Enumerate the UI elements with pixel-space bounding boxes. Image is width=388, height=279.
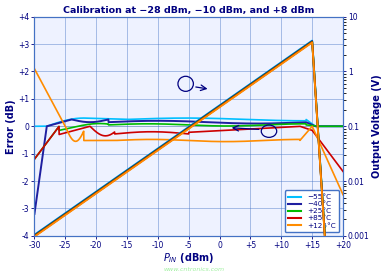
- X-axis label: $P_{IN}$ (dBm): $P_{IN}$ (dBm): [163, 251, 215, 265]
- Y-axis label: Output Voltage (V): Output Voltage (V): [372, 74, 383, 178]
- Text: www.cntronics.com: www.cntronics.com: [163, 267, 225, 272]
- Title: Calibration at −28 dBm, −10 dBm, and +8 dBm: Calibration at −28 dBm, −10 dBm, and +8 …: [63, 6, 314, 15]
- Legend: −55°C, −40°C, +25°C, +85°C, +125°C: −55°C, −40°C, +25°C, +85°C, +125°C: [285, 190, 340, 232]
- Y-axis label: Error (dB): Error (dB): [5, 99, 16, 153]
